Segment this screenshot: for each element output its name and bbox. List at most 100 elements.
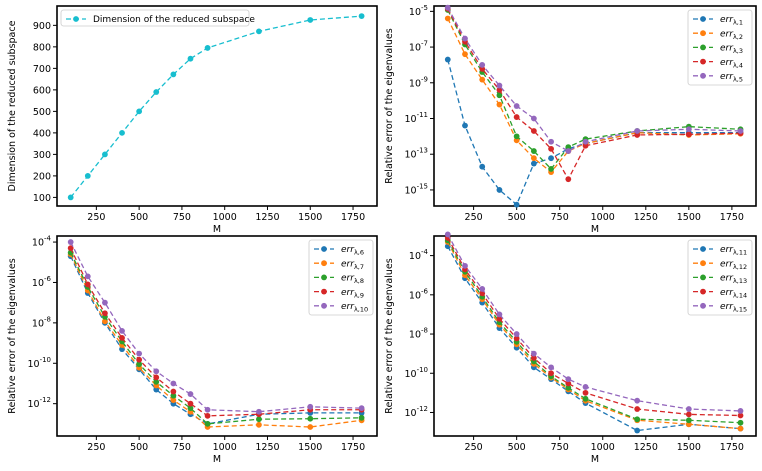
data-point <box>479 286 486 292</box>
legend-frame <box>60 9 250 27</box>
data-point <box>67 194 74 201</box>
data-point <box>307 415 314 422</box>
series-5 <box>67 239 365 415</box>
data-point <box>479 163 486 170</box>
data-point <box>565 176 572 183</box>
data-point <box>67 239 74 245</box>
legend-marker <box>700 246 706 252</box>
data-point <box>170 397 177 404</box>
data-point <box>119 335 125 341</box>
data-point <box>634 406 641 412</box>
data-point <box>548 370 554 377</box>
x-tick-label: 1750 <box>720 442 744 453</box>
x-tick-label: 1500 <box>298 212 322 223</box>
series-3 <box>444 237 744 426</box>
data-point <box>307 403 314 410</box>
data-point <box>565 144 572 151</box>
data-point <box>634 397 641 404</box>
data-point <box>565 148 572 154</box>
data-point <box>530 148 537 154</box>
data-point <box>358 414 365 421</box>
y-axis-label: Relative error of the eigenvalues <box>384 28 395 183</box>
x-tick-label: 1500 <box>677 212 701 223</box>
data-point <box>84 281 91 288</box>
legend-label: errλ,7 <box>341 259 364 271</box>
data-point <box>565 376 572 383</box>
data-point <box>685 411 692 418</box>
legend-marker <box>321 288 327 295</box>
x-tick-label: 500 <box>130 442 148 453</box>
x-tick-label: 250 <box>87 212 105 223</box>
data-point <box>153 378 160 385</box>
data-point <box>737 425 744 432</box>
legend-marker <box>321 246 327 252</box>
data-point <box>548 364 554 371</box>
data-point <box>496 315 503 322</box>
y-tick-label: 10-8 <box>32 315 51 329</box>
data-point <box>462 262 468 269</box>
x-tick-label: 1250 <box>634 212 658 223</box>
data-point <box>634 427 641 434</box>
legend-marker <box>700 288 706 295</box>
data-point <box>479 65 486 72</box>
x-tick-label: 1500 <box>677 442 701 453</box>
data-point <box>513 103 520 109</box>
plot-frame <box>56 235 378 437</box>
x-tick-label: 1750 <box>720 212 744 223</box>
data-point <box>496 187 503 193</box>
data-point <box>513 201 520 208</box>
x-axis-label: M <box>591 224 599 235</box>
data-point <box>170 380 177 387</box>
x-tick-label: 1250 <box>255 212 279 223</box>
data-point <box>444 56 451 63</box>
data-point <box>496 86 503 93</box>
x-tick-label: 1750 <box>341 212 365 223</box>
data-point <box>737 408 744 414</box>
x-tick-label: 500 <box>508 212 526 223</box>
data-point <box>582 142 589 149</box>
legend-marker <box>700 274 706 281</box>
legend-label: errλ,6 <box>341 245 364 257</box>
y-tick-label: 500 <box>33 107 51 118</box>
legend-marker <box>73 16 79 22</box>
data-point <box>102 310 108 317</box>
y-tick-label: 10-6 <box>409 287 429 301</box>
chart-1: 250 500 750 1000 1250 1500 1750 100 200 300 400 500… <box>7 5 378 235</box>
x-tick-label: 1250 <box>634 442 658 453</box>
y-tick-label: 10-12 <box>27 396 51 410</box>
legend-marker <box>700 16 706 22</box>
x-tick-label: 250 <box>465 212 483 223</box>
series-1 <box>67 13 365 201</box>
data-point <box>204 420 211 427</box>
data-point <box>513 137 520 144</box>
chart-2: 250 500 750 1000 1250 1500 1750 10-15 10-13 10-11… <box>384 4 757 235</box>
data-point <box>513 335 520 342</box>
x-tick-label: 1000 <box>213 212 237 223</box>
data-point <box>685 131 692 138</box>
data-point <box>136 361 143 368</box>
data-point <box>737 128 744 134</box>
data-point <box>548 138 554 145</box>
data-point <box>444 15 451 22</box>
data-point <box>479 62 486 68</box>
series-line <box>447 9 741 170</box>
series-line <box>447 241 741 430</box>
x-tick-label: 250 <box>465 442 483 453</box>
y-tick-label: 600 <box>33 85 51 96</box>
data-point <box>634 128 641 134</box>
x-axis-label: M <box>213 454 221 465</box>
chart-4: 250 500 750 1000 1250 1500 1750 10-12 10-10 10-8 1… <box>384 231 757 465</box>
data-point <box>685 417 692 424</box>
y-tick-label: 10-5 <box>409 4 428 18</box>
legend: errλ,11 errλ,12 errλ,13 errλ,14 errλ,15 <box>687 239 753 316</box>
data-point <box>548 166 554 172</box>
data-point <box>204 406 211 413</box>
legend-label: errλ,14 <box>720 288 747 300</box>
data-point <box>256 416 262 423</box>
x-tick-label: 500 <box>508 442 526 453</box>
y-tick-label: 10-11 <box>404 111 428 125</box>
chart-3: 250 500 750 1000 1250 1500 1750 10-12 10-10 10-8 1… <box>7 235 378 465</box>
x-tick-label: 1000 <box>591 212 615 223</box>
data-point <box>136 108 143 115</box>
y-tick-label: 10-12 <box>404 405 428 419</box>
